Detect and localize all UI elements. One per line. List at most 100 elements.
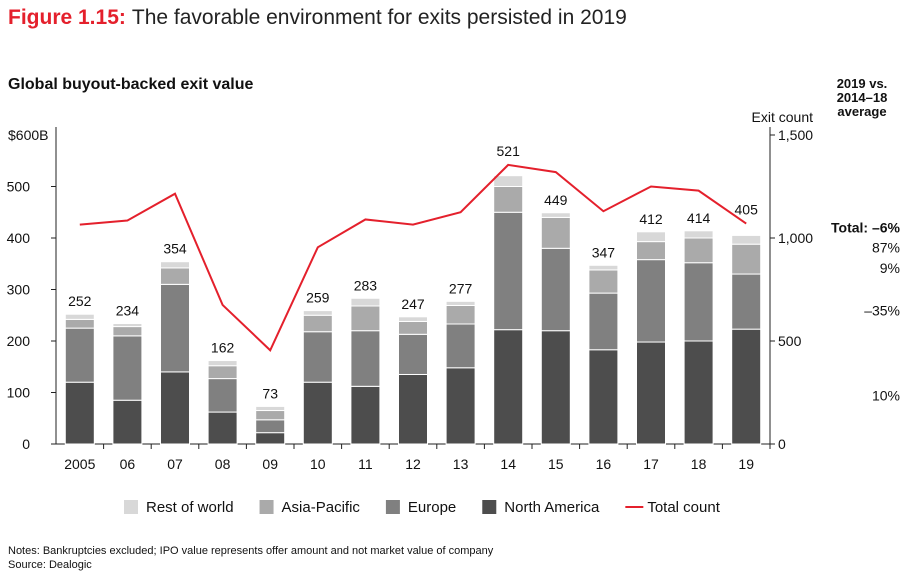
bar-segment-north-america <box>493 329 524 445</box>
bar-segment-north-america <box>445 367 476 445</box>
bar-segment-rest-of-world <box>540 212 571 218</box>
bar-segment-rest-of-world <box>255 405 286 412</box>
comparison-header-line: 2019 vs. <box>836 76 888 91</box>
bar-segment-north-america <box>731 328 762 445</box>
bar-segment-asia-pacific <box>636 241 666 261</box>
bars <box>64 175 762 445</box>
bar-total-label: 234 <box>116 302 140 318</box>
x-tick-label: 09 <box>262 456 278 472</box>
bar-total-label: 414 <box>687 210 711 226</box>
bar-segment-asia-pacific <box>493 186 524 213</box>
bar-segment-rest-of-world <box>445 300 476 306</box>
y-right-tick-label: 1,500 <box>778 127 813 143</box>
total-count-line <box>79 163 747 352</box>
y-left-tick-label: 100 <box>7 385 31 401</box>
bar-segment-europe <box>683 262 714 342</box>
bar-segment-north-america <box>302 381 333 445</box>
bar-segment-north-america <box>350 385 381 445</box>
bar-segment-europe <box>302 331 333 383</box>
bar-segment-north-america <box>255 432 286 445</box>
bar-segment-europe <box>255 419 286 434</box>
bar-segment-europe <box>64 327 95 383</box>
bar-segment-rest-of-world <box>112 322 143 328</box>
y-left-tick-label: 500 <box>7 179 31 195</box>
bar-segment-rest-of-world <box>302 310 333 316</box>
notes: Notes: Bankruptcies excluded; IPO value … <box>8 544 493 572</box>
bar-segment-europe <box>398 333 428 375</box>
x-tick-label: 12 <box>405 456 421 472</box>
comparison-header: 2019 vs. 2014–18 average <box>822 77 902 119</box>
bar-segment-europe <box>588 292 619 351</box>
bar-segment-europe <box>350 330 381 387</box>
bar-segment-north-america <box>398 373 428 445</box>
bar-total-label: 354 <box>163 241 187 257</box>
legend-label: North America <box>504 499 600 516</box>
bar-segment-north-america <box>683 340 714 445</box>
bar-segment-asia-pacific <box>588 269 619 294</box>
legend: Rest of world Asia-Pacific Europe North Ame… <box>124 499 721 516</box>
y-right-axis-title: Exit count <box>752 109 814 125</box>
legend-swatch <box>482 500 497 514</box>
bar-total-label: 277 <box>449 280 473 296</box>
y-left-tick-label: 200 <box>7 333 31 349</box>
bar-total-label: 283 <box>354 277 378 293</box>
bar-segment-rest-of-world <box>636 231 666 243</box>
notes-text: Notes: Bankruptcies excluded; IPO value … <box>8 545 494 557</box>
legend-label: Europe <box>408 499 456 516</box>
x-tick-label: 19 <box>738 456 754 472</box>
bar-segment-rest-of-world <box>207 360 238 367</box>
bar-segment-asia-pacific <box>398 320 428 335</box>
chart-subtitle: Global buyout-backed exit value <box>8 76 254 93</box>
comparison-value: –35% <box>864 303 900 319</box>
figure-number: Figure 1.15: <box>8 6 126 29</box>
bar-segment-europe <box>445 323 476 369</box>
bar-segment-north-america <box>207 411 238 445</box>
y-right-tick-label: 1,000 <box>778 230 813 246</box>
bar-segment-asia-pacific <box>350 305 381 332</box>
bar-segment-europe <box>540 247 571 332</box>
x-tick-label: 11 <box>358 456 373 472</box>
x-tick-label: 18 <box>691 456 707 472</box>
bar-segment-europe <box>731 273 762 330</box>
bar-segment-rest-of-world <box>398 316 428 322</box>
y-left-tick-label: 400 <box>7 230 31 246</box>
x-tick-label: 06 <box>120 456 136 472</box>
y-left-tick-label: 0 <box>22 436 30 452</box>
bar-segment-north-america <box>636 341 666 445</box>
y-right-tick-label: 0 <box>778 436 786 452</box>
bar-segment-asia-pacific <box>255 410 286 421</box>
bar-segment-rest-of-world <box>731 234 762 245</box>
bar-segment-europe <box>636 259 666 343</box>
x-tick-label: 07 <box>167 456 183 472</box>
source-text: Source: Dealogic <box>8 559 92 571</box>
bar-segment-rest-of-world <box>683 230 714 239</box>
bar-total-label: 412 <box>639 211 663 227</box>
bar-segment-rest-of-world <box>350 297 381 307</box>
bar-segment-asia-pacific <box>445 304 476 325</box>
bar-segment-asia-pacific <box>160 267 190 285</box>
bar-segment-asia-pacific <box>112 326 143 337</box>
bar-segment-rest-of-world <box>588 264 619 271</box>
x-tick-label: 14 <box>500 456 516 472</box>
legend-label: Total count <box>647 499 720 516</box>
y-left-tick-label: 300 <box>7 282 31 298</box>
bar-total-label: 252 <box>68 293 92 309</box>
bar-segment-europe <box>207 378 238 413</box>
legend-label: Rest of world <box>146 499 234 516</box>
legend-label: Asia-Pacific <box>282 499 361 516</box>
total-count-polyline <box>79 163 747 352</box>
bar-segment-asia-pacific <box>683 237 714 264</box>
x-tick-label: 17 <box>643 456 659 472</box>
bar-segment-rest-of-world <box>160 261 190 269</box>
comparison-value: 10% <box>872 388 900 404</box>
bar-total-label: 247 <box>401 296 425 312</box>
x-tick-label: 08 <box>215 456 231 472</box>
bar-segment-rest-of-world <box>493 175 524 187</box>
bar-segment-north-america <box>160 371 190 445</box>
comparison-value: Total: –6% <box>831 219 901 235</box>
x-tick-label: 10 <box>310 456 326 472</box>
x-tick-label: 13 <box>453 456 469 472</box>
legend-swatch <box>124 500 138 514</box>
bar-segment-north-america <box>540 330 571 445</box>
